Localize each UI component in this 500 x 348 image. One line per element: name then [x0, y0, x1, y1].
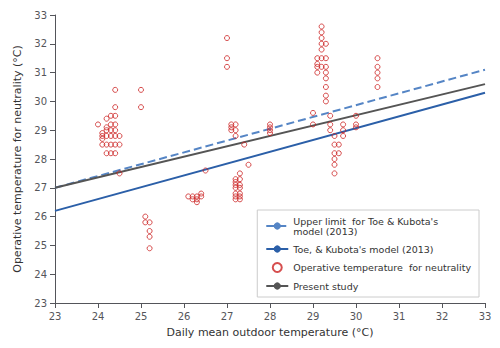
svg-text:Toe, & Kubota's model (2013): Toe, & Kubota's model (2013) [292, 244, 433, 255]
svg-text:Upper limit for Toe & Kubota's: Upper limit for Toe & Kubota's [293, 215, 439, 227]
svg-text:32: 32 [34, 38, 47, 49]
svg-text:29: 29 [307, 311, 320, 322]
svg-text:25: 25 [135, 311, 148, 322]
svg-text:24: 24 [92, 311, 105, 322]
svg-text:31: 31 [34, 67, 47, 78]
svg-text:27: 27 [221, 311, 234, 322]
svg-text:26: 26 [178, 311, 191, 322]
svg-text:31: 31 [393, 311, 406, 322]
svg-text:Present study: Present study [293, 281, 358, 292]
svg-text:26: 26 [34, 211, 47, 222]
svg-text:28: 28 [264, 311, 277, 322]
svg-text:30: 30 [34, 96, 47, 107]
svg-text:24: 24 [34, 269, 47, 280]
svg-text:Operative temperature for neu: Operative temperature for neutrality [293, 262, 471, 273]
svg-text:28: 28 [34, 154, 47, 165]
svg-text:model (2013): model (2013) [293, 226, 357, 237]
svg-text:Daily mean outdoor temperature: Daily mean outdoor temperature (°C) [167, 326, 374, 339]
svg-text:32: 32 [436, 311, 449, 322]
svg-text:33: 33 [34, 10, 47, 21]
svg-text:Operative temperature for neut: Operative temperature for neutrality (°C… [11, 45, 24, 273]
svg-text:23: 23 [34, 298, 47, 309]
svg-text:30: 30 [350, 311, 363, 322]
svg-text:27: 27 [34, 182, 47, 193]
svg-text:33: 33 [479, 311, 492, 322]
svg-text:25: 25 [34, 240, 47, 251]
svg-text:23: 23 [49, 311, 62, 322]
svg-text:29: 29 [34, 125, 47, 136]
